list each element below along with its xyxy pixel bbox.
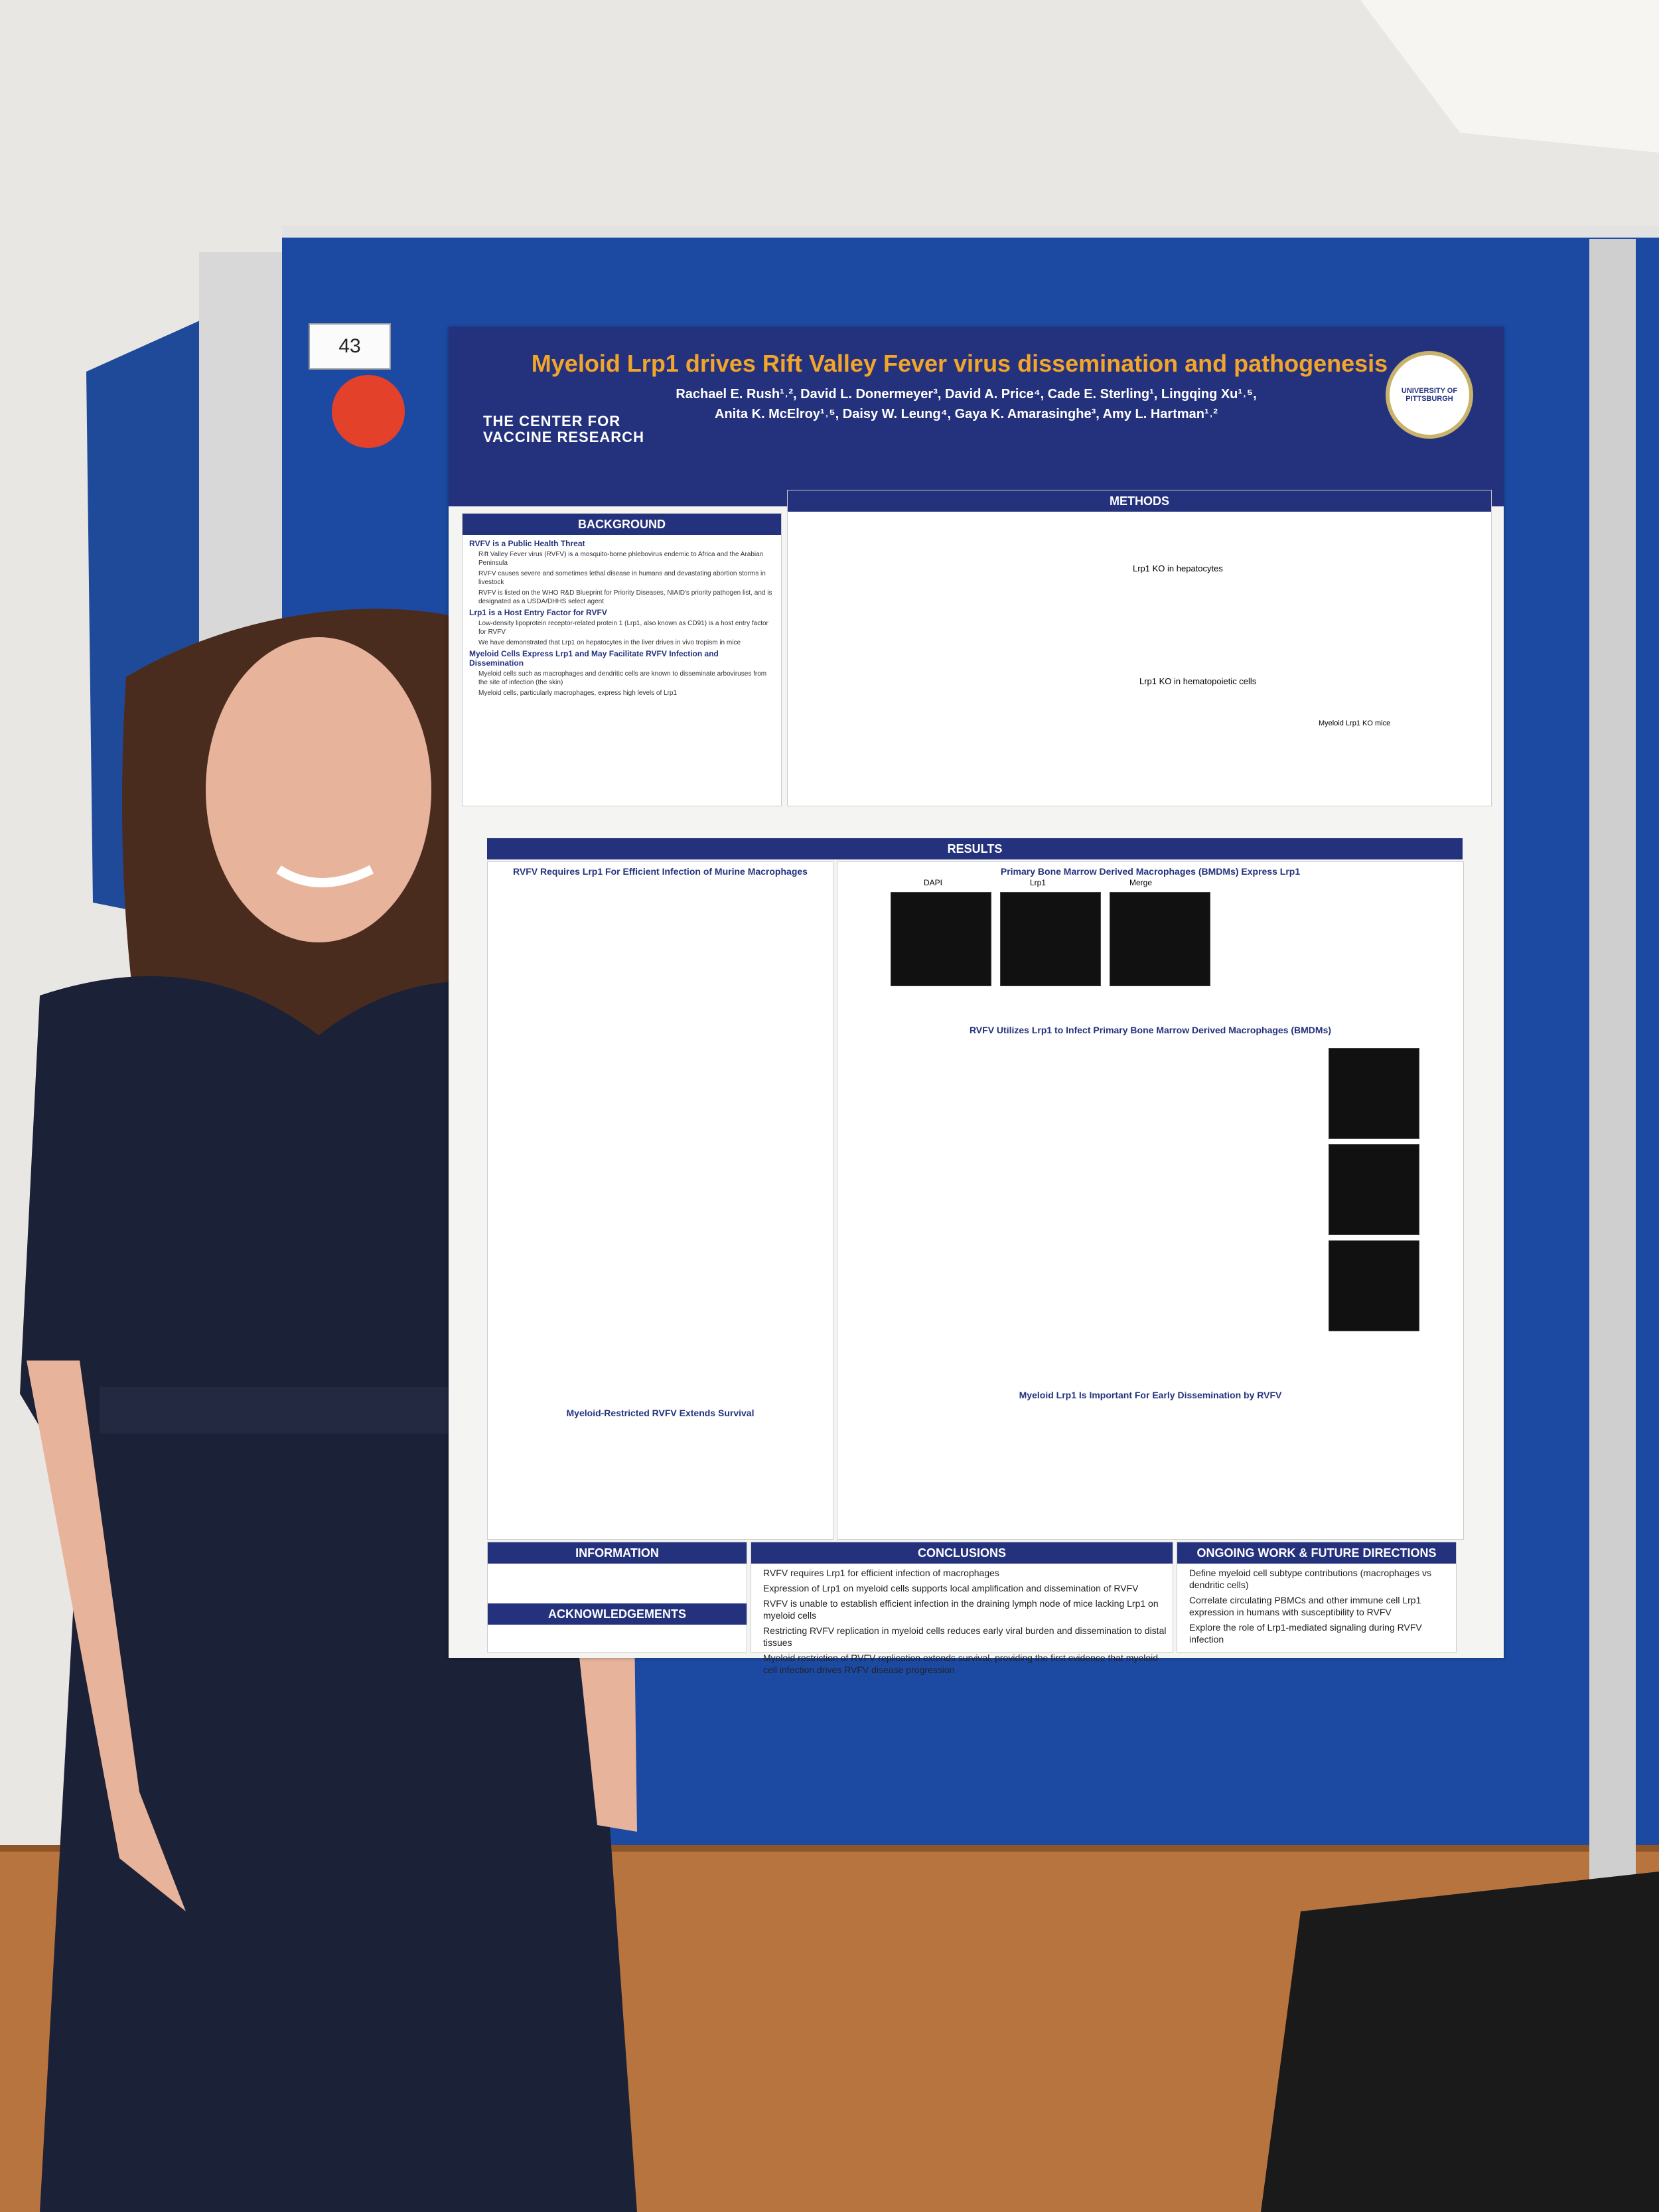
image-label: DAPI — [924, 878, 943, 887]
bullet: Explore the role of Lrp1-mediated signal… — [1189, 1622, 1422, 1645]
background-section: BACKGROUND RVFV is a Public Health Threa… — [462, 513, 782, 806]
micrograph — [1329, 1048, 1419, 1139]
results-subheading: Myeloid Lrp1 Is Important For Early Diss… — [1019, 1390, 1282, 1400]
section-body: RVFV is a Public Health Threat Rift Valle… — [463, 535, 781, 703]
poster-title: Myeloid Lrp1 drives Rift Valley Fever vi… — [531, 350, 1388, 377]
face — [206, 637, 431, 942]
arm — [27, 1361, 186, 1911]
red-sticker — [332, 375, 405, 448]
subsection-title: Myeloid Cells Express Lrp1 and May Facil… — [469, 649, 719, 668]
results-subheading: Myeloid-Restricted RVFV Extends Survival — [566, 1408, 755, 1418]
logo: THE CENTER FOR VACCINE RESEARCH — [483, 413, 644, 445]
results-subheading: RVFV Utilizes Lrp1 to Infect Primary Bon… — [969, 1025, 1332, 1035]
subsection-title: RVFV is a Public Health Threat — [469, 539, 585, 548]
poster-header: Myeloid Lrp1 drives Rift Valley Fever vi… — [449, 327, 1504, 506]
bullet: Correlate circulating PBMCs and other im… — [1189, 1595, 1421, 1617]
bullet: Myeloid cells such as macrophages and de… — [478, 670, 767, 686]
bullet: Restricting RVFV replication in myeloid … — [763, 1625, 1167, 1648]
board-frame — [282, 226, 1659, 238]
results-section: RESULTS — [487, 838, 1463, 859]
results-panel: Primary Bone Marrow Derived Macrophages … — [837, 861, 1464, 1540]
section-heading: ACKNOWLEDGEMENTS — [488, 1603, 747, 1625]
bullet: Myeloid cells, particularly macrophages,… — [478, 690, 678, 697]
poster: Myeloid Lrp1 drives Rift Valley Fever vi… — [449, 327, 1504, 1675]
section-heading: RESULTS — [487, 838, 1463, 859]
author-line: Rachael E. Rush¹˒², David L. Donermeyer³… — [676, 387, 1257, 402]
section-heading: METHODS — [788, 490, 1491, 512]
section-heading: CONCLUSIONS — [751, 1542, 1173, 1564]
results-subheading: RVFV Requires Lrp1 For Efficient Infecti… — [513, 866, 808, 877]
subsection-title: Lrp1 is a Host Entry Factor for RVFV — [469, 608, 607, 617]
bullet: Expression of Lrp1 on myeloid cells supp… — [763, 1583, 1139, 1593]
bullet: Myeloid restriction of RVFV replication … — [763, 1653, 1159, 1675]
methods-section: METHODS Lrp1 KO in hepatocytes Lrp1 KO i… — [787, 490, 1492, 806]
method-label: Lrp1 KO in hepatocytes — [1133, 563, 1223, 573]
micrograph — [1329, 1240, 1419, 1331]
authors: Rachael E. Rush¹˒², David L. Donermeyer³… — [608, 384, 1325, 424]
micrograph — [1329, 1144, 1419, 1235]
section-heading: INFORMATION — [488, 1542, 747, 1564]
university-seal: UNIVERSITY OF PITTSBURGH — [1386, 351, 1473, 439]
smile — [276, 865, 374, 887]
ongoing-section: ONGOING WORK & FUTURE DIRECTIONS Define … — [1177, 1542, 1457, 1653]
method-label: Lrp1 KO in hematopoietic cells — [1139, 676, 1257, 686]
board-post — [1589, 239, 1636, 1898]
method-label: Myeloid Lrp1 KO mice — [1319, 719, 1391, 727]
bullet: RVFV requires Lrp1 for efficient infecti… — [763, 1568, 999, 1578]
bullet: Low-density lipoprotein receptor-related… — [478, 620, 768, 636]
board-number: 43 — [309, 323, 391, 370]
bullet: RVFV is listed on the WHO R&D Blueprint … — [478, 589, 772, 605]
image-label: Merge — [1129, 878, 1153, 887]
bullet: Rift Valley Fever virus (RVFV) is a mosq… — [478, 551, 764, 567]
section-body: RVFV requires Lrp1 for efficient infecti… — [751, 1567, 1173, 1676]
backpack — [1261, 1872, 1659, 2212]
bullet: Define myeloid cell subtype contribution… — [1189, 1568, 1431, 1590]
image-label: Lrp1 — [1030, 878, 1046, 887]
conclusions-section: CONCLUSIONS RVFV requires Lrp1 for effic… — [751, 1542, 1173, 1675]
micrograph — [1000, 892, 1101, 986]
section-heading: BACKGROUND — [463, 514, 781, 535]
bullet: RVFV is unable to establish efficient in… — [763, 1598, 1159, 1621]
bullet: We have demonstrated that Lrp1 on hepato… — [478, 639, 741, 646]
floor-edge — [0, 1845, 1659, 1852]
section-heading: ONGOING WORK & FUTURE DIRECTIONS — [1177, 1542, 1456, 1564]
results-panel: RVFV Requires Lrp1 For Efficient Infecti… — [487, 861, 833, 1540]
results-subheading: Primary Bone Marrow Derived Macrophages … — [1000, 866, 1301, 877]
author-line: Anita K. McElroy¹˒⁵, Daisy W. Leung⁴, Ga… — [715, 407, 1218, 421]
ceiling-light — [1360, 0, 1659, 153]
micrograph — [1110, 892, 1210, 986]
info-section: INFORMATION ACKNOWLEDGEMENTS — [487, 1542, 747, 1653]
micrograph — [891, 892, 991, 986]
bullet: RVFV causes severe and sometimes lethal … — [478, 570, 766, 586]
section-body: Define myeloid cell subtype contribution… — [1177, 1567, 1456, 1645]
